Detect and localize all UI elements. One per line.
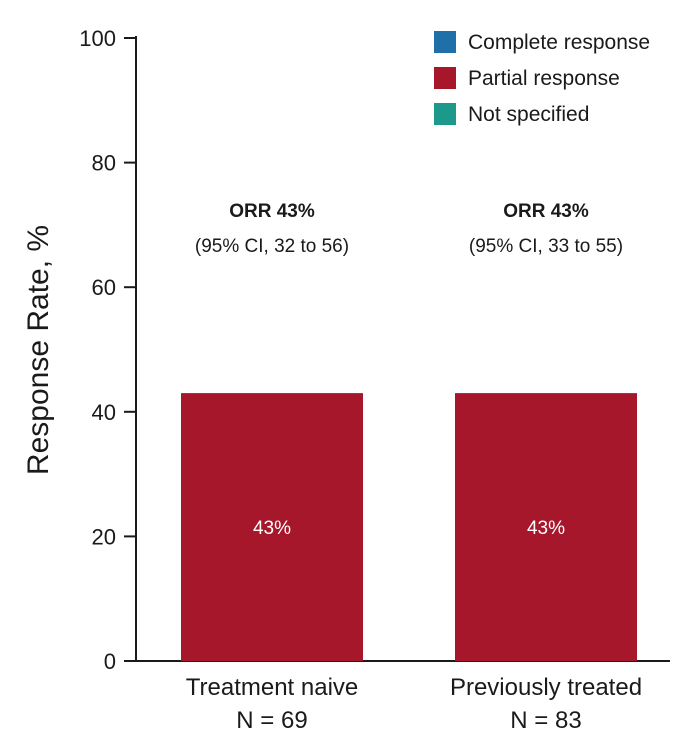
bar-partial-response xyxy=(455,393,637,661)
bars-group: 43% 43% xyxy=(181,393,637,661)
x-category-label: Treatment naive xyxy=(186,674,359,701)
orr-label: ORR 43% xyxy=(229,201,315,222)
legend-label: Not specified xyxy=(468,103,589,126)
y-tick-label: 60 xyxy=(92,275,116,300)
category-labels-group: Treatment naive N = 69 Previously treated N… xyxy=(186,674,642,734)
y-axis-title: Response Rate, % xyxy=(22,225,55,475)
annotations-group: ORR 43% (95% CI, 32 to 56) ORR 43% (95% CI,… xyxy=(195,201,623,257)
legend-swatch xyxy=(434,31,456,53)
x-category-n-label: N = 69 xyxy=(236,707,307,734)
y-tick-label: 100 xyxy=(79,26,116,51)
x-category-label: Previously treated xyxy=(450,674,642,701)
legend-swatch xyxy=(434,103,456,125)
orr-label: ORR 43% xyxy=(503,201,589,222)
ci-label: (95% CI, 32 to 56) xyxy=(195,236,349,257)
legend: Complete response Partial response Not spe… xyxy=(434,31,650,126)
y-axis-ticks: 0 20 40 60 80 100 xyxy=(79,26,136,674)
y-tick-label: 0 xyxy=(104,649,116,674)
ci-label: (95% CI, 33 to 55) xyxy=(469,236,623,257)
y-tick-label: 80 xyxy=(92,151,116,176)
x-category-n-label: N = 83 xyxy=(510,707,581,734)
bar-value-label: 43% xyxy=(527,518,565,539)
legend-label: Partial response xyxy=(468,67,620,90)
legend-label: Complete response xyxy=(468,31,650,54)
bar-value-label: 43% xyxy=(253,518,291,539)
y-tick-label: 40 xyxy=(92,400,116,425)
bar-partial-response xyxy=(181,393,363,661)
legend-swatch xyxy=(434,67,456,89)
y-tick-label: 20 xyxy=(92,524,116,549)
